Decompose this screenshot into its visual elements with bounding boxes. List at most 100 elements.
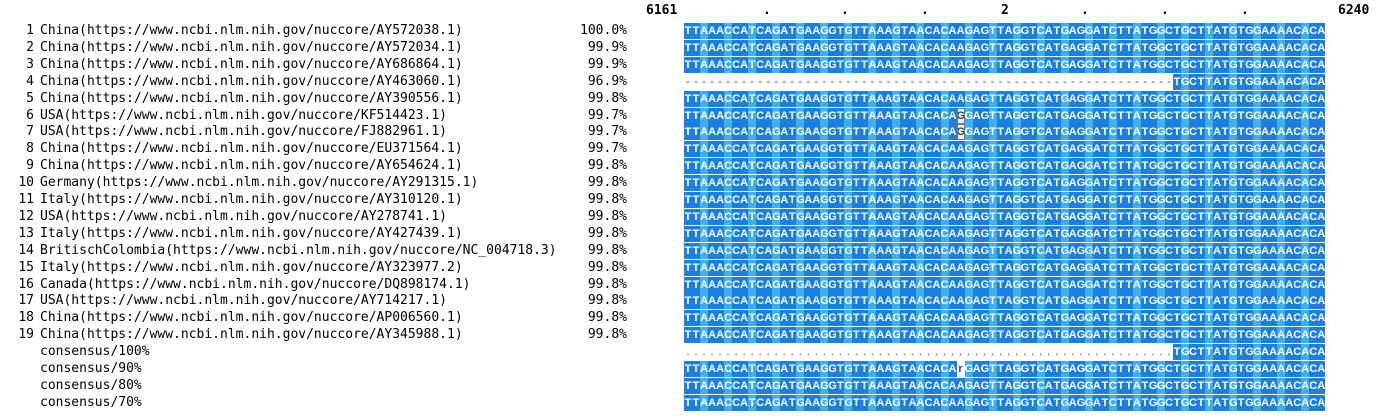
alignment-row[interactable]: 6 USA(https://www.ncbi.nlm.nih.gov/nuccor…: [0, 107, 1380, 124]
residue-cell: A: [908, 141, 917, 158]
residue-cell: A: [1301, 175, 1310, 192]
residue-cell: G: [1156, 259, 1165, 276]
residue-cell: G: [772, 276, 781, 293]
alignment-row[interactable]: 15 Italy(https://www.ncbi.nlm.nih.gov/nuc…: [0, 259, 1380, 276]
residue-cell: T: [1221, 73, 1230, 90]
residue-cell: G: [1076, 124, 1085, 141]
residue-cell: G: [1076, 361, 1085, 377]
alignment-row[interactable]: 13 Italy(https://www.ncbi.nlm.nih.gov/nuc…: [0, 225, 1380, 242]
residue-cell: T: [1028, 208, 1037, 225]
residue-cell: C: [940, 175, 949, 192]
residue-cell: G: [844, 141, 853, 158]
residue-cell: A: [1092, 90, 1101, 107]
residue-cell: T: [748, 141, 757, 158]
residue-cell: C: [1036, 124, 1045, 141]
residue-cell: C: [756, 124, 765, 141]
alignment-row[interactable]: 17 USA(https://www.ncbi.nlm.nih.gov/nucco…: [0, 292, 1380, 310]
gap-cell: -: [860, 73, 869, 90]
residue-cell: A: [764, 175, 773, 192]
residue-cell: A: [812, 225, 821, 242]
residue-cell: G: [1156, 158, 1165, 175]
residue-cell: A: [708, 327, 717, 344]
residue-cell: G: [844, 394, 853, 411]
sequence-track: TTAAACCATCAGATGAAGGTGTTAAAGTAACACAAGAGTT…: [684, 327, 1326, 344]
residue-cell: C: [1108, 276, 1117, 293]
residue-cell: A: [884, 124, 893, 141]
alignment-row[interactable]: 3 China(https://www.ncbi.nlm.nih.gov/nucc…: [0, 56, 1380, 73]
alignment-row[interactable]: 5 China(https://www.ncbi.nlm.nih.gov/nucc…: [0, 90, 1380, 107]
residue-cell: G: [964, 242, 973, 259]
residue-cell: G: [964, 192, 973, 208]
alignment-row[interactable]: 8 China(https://www.ncbi.nlm.nih.gov/nucc…: [0, 140, 1380, 158]
residue-cell: A: [908, 56, 917, 73]
residue-cell: G: [964, 327, 973, 344]
residue-cell: A: [716, 107, 725, 124]
residue-cell: A: [1285, 90, 1294, 107]
residue-cell: A: [1285, 124, 1294, 141]
alignment-row[interactable]: consensus/90% TTAAACCATCAGATGAAGGTGTTAAAG…: [0, 360, 1380, 377]
sequence-name: USA(https://www.ncbi.nlm.nih.gov/nuccore…: [40, 208, 447, 224]
gap-cell: .: [1092, 344, 1101, 361]
residue-cell: C: [1108, 56, 1117, 73]
alignment-row[interactable]: 10 Germany(https://www.ncbi.nlm.nih.gov/n…: [0, 174, 1380, 192]
alignment-row[interactable]: 19 China(https://www.ncbi.nlm.nih.gov/nuc…: [0, 326, 1380, 344]
residue-cell: A: [780, 208, 789, 225]
alignment-row[interactable]: 16 Canada(https://www.ncbi.nlm.nih.gov/nu…: [0, 276, 1380, 293]
residue-cell: T: [996, 192, 1005, 208]
alignment-row[interactable]: 18 China(https://www.ncbi.nlm.nih.gov/nuc…: [0, 309, 1380, 327]
gap-cell: -: [692, 73, 701, 90]
residue-cell: G: [1148, 225, 1157, 242]
residue-cell: T: [1100, 276, 1109, 293]
residue-cell: T: [836, 259, 845, 276]
residue-cell: T: [1205, 141, 1214, 158]
residue-cell: T: [1197, 344, 1206, 361]
residue-cell: T: [684, 276, 693, 293]
residue-cell: A: [916, 124, 925, 141]
residue-cell: C: [1293, 124, 1302, 141]
residue-cell: A: [932, 39, 941, 56]
residue-cell: C: [1309, 124, 1318, 141]
residue-cell: G: [844, 225, 853, 242]
residue-cell: A: [1277, 56, 1286, 73]
residue-cell: G: [1060, 361, 1069, 377]
alignment-row[interactable]: 12 USA(https://www.ncbi.nlm.nih.gov/nucco…: [0, 208, 1380, 225]
residue-cell: A: [780, 377, 789, 394]
residue-cell: A: [1004, 259, 1013, 276]
residue-cell: A: [972, 276, 981, 293]
residue-cell: A: [972, 158, 981, 175]
sequence-name: China(https://www.ncbi.nlm.nih.gov/nucco…: [40, 23, 463, 38]
residue-cell: A: [708, 90, 717, 107]
residue-cell: A: [956, 141, 965, 158]
residue-cell: T: [692, 208, 701, 225]
residue-cell: C: [724, 23, 733, 39]
alignment-row[interactable]: 2 China(https://www.ncbi.nlm.nih.gov/nucc…: [0, 39, 1380, 56]
residue-cell: A: [1301, 56, 1310, 73]
gap-cell: -: [1060, 73, 1069, 90]
alignment-row[interactable]: 14 BritischColombia(https://www.ncbi.nlm.…: [0, 242, 1380, 259]
gap-cell: .: [956, 344, 965, 361]
residue-cell: A: [1317, 23, 1326, 39]
residue-cell: A: [948, 56, 957, 73]
residue-cell: C: [1164, 327, 1173, 344]
residue-cell: C: [756, 23, 765, 39]
residue-cell: T: [1221, 39, 1230, 56]
residue-cell: C: [924, 192, 933, 208]
residue-cell: G: [772, 124, 781, 141]
alignment-row[interactable]: 9 China(https://www.ncbi.nlm.nih.gov/nucc…: [0, 157, 1380, 175]
residue-cell: A: [1285, 23, 1294, 39]
consensus-variant-cell: r: [956, 361, 965, 377]
alignment-row[interactable]: consensus/100%..........................…: [0, 343, 1380, 361]
alignment-row[interactable]: consensus/70% TTAAACCATCAGATGAAGGTGTTAAAG…: [0, 394, 1380, 411]
alignment-row[interactable]: 1 China(https://www.ncbi.nlm.nih.gov/nucc…: [0, 22, 1380, 39]
residue-cell: T: [900, 377, 909, 394]
alignment-row[interactable]: consensus/80% TTAAACCATCAGATGAAGGTGTTAAAG…: [0, 377, 1380, 394]
alignment-row[interactable]: 4 China(https://www.ncbi.nlm.nih.gov/nucc…: [0, 73, 1380, 90]
residue-cell: G: [1012, 23, 1021, 39]
residue-cell: C: [1293, 327, 1302, 344]
alignment-row[interactable]: 7 USA(https://www.ncbi.nlm.nih.gov/nuccor…: [0, 123, 1380, 141]
residue-cell: A: [948, 293, 957, 310]
residue-cell: G: [1180, 158, 1189, 175]
alignment-row[interactable]: 11 Italy(https://www.ncbi.nlm.nih.gov/nuc…: [0, 191, 1380, 208]
identity-percent: 99.8%: [587, 225, 627, 241]
residue-cell: A: [780, 394, 789, 411]
